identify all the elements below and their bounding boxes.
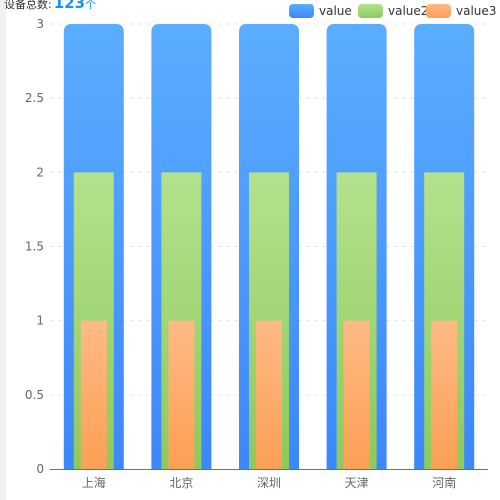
y-tick-label: 0.5 xyxy=(25,388,44,402)
legend-swatch xyxy=(426,4,451,18)
device-total-unit: 个 xyxy=(85,0,97,11)
x-tick-label: 天津 xyxy=(345,476,369,490)
legend-label: value2 xyxy=(388,4,428,18)
x-tick-label: 深圳 xyxy=(257,476,281,490)
legend-item-value2[interactable]: value2 xyxy=(358,4,428,18)
x-axis-ticks: 上海 北京 深圳 天津 河南 xyxy=(82,475,456,490)
legend-swatch xyxy=(289,4,314,18)
left-edge-strip xyxy=(0,0,6,500)
y-tick-label: 1 xyxy=(36,314,44,328)
y-tick-label: 3 xyxy=(36,17,44,31)
bars xyxy=(63,24,475,470)
device-total-value: 123 xyxy=(53,0,86,12)
device-total-label: 设备总数: xyxy=(4,0,52,11)
bar-value3[interactable] xyxy=(80,320,107,469)
bar-value3[interactable] xyxy=(431,320,458,469)
legend-label: value xyxy=(319,4,352,18)
bar-value3[interactable] xyxy=(343,320,370,469)
y-tick-label: 2.5 xyxy=(25,91,44,105)
legend-item-value[interactable]: value xyxy=(289,4,352,18)
bar-value3[interactable] xyxy=(256,320,282,469)
x-tick-label: 上海 xyxy=(82,475,106,490)
y-tick-label: 2 xyxy=(36,165,44,179)
legend-label: value3 xyxy=(456,4,496,18)
y-axis-ticks: 0 0.5 1 1.5 2 2.5 3 xyxy=(25,17,44,476)
bar-value3[interactable] xyxy=(168,320,195,469)
x-tick-label: 北京 xyxy=(169,476,193,490)
x-tick-label: 河南 xyxy=(432,475,456,490)
legend-item-value3[interactable]: value3 xyxy=(426,4,496,18)
device-total: 设备总数: 123 个 xyxy=(4,0,97,12)
y-tick-label: 0 xyxy=(36,462,44,476)
legend[interactable]: value value2 value3 xyxy=(289,4,496,18)
y-tick-label: 1.5 xyxy=(25,240,44,254)
legend-swatch xyxy=(358,4,383,18)
